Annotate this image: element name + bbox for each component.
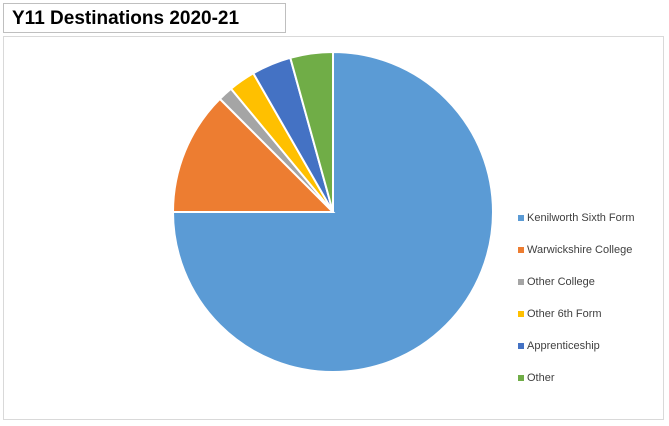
chart-title: Y11 Destinations 2020-21 <box>12 8 239 29</box>
pie-slice <box>289 50 334 213</box>
legend-label: Other College <box>527 276 595 288</box>
pie-slice <box>171 97 336 213</box>
title-box <box>3 3 286 33</box>
legend-swatch <box>518 311 524 317</box>
legend-label: Other <box>527 372 555 384</box>
legend-swatch <box>518 343 524 349</box>
legend-swatch <box>518 279 524 285</box>
legend-swatch <box>518 247 524 253</box>
legend-label: Warwickshire College <box>527 244 632 256</box>
legend-swatch <box>518 215 524 221</box>
legend-label: Other 6th Form <box>527 308 602 320</box>
legend-swatch <box>518 375 524 381</box>
legend-label: Apprenticeship <box>527 340 600 352</box>
legend-label: Kenilworth Sixth Form <box>527 212 635 224</box>
